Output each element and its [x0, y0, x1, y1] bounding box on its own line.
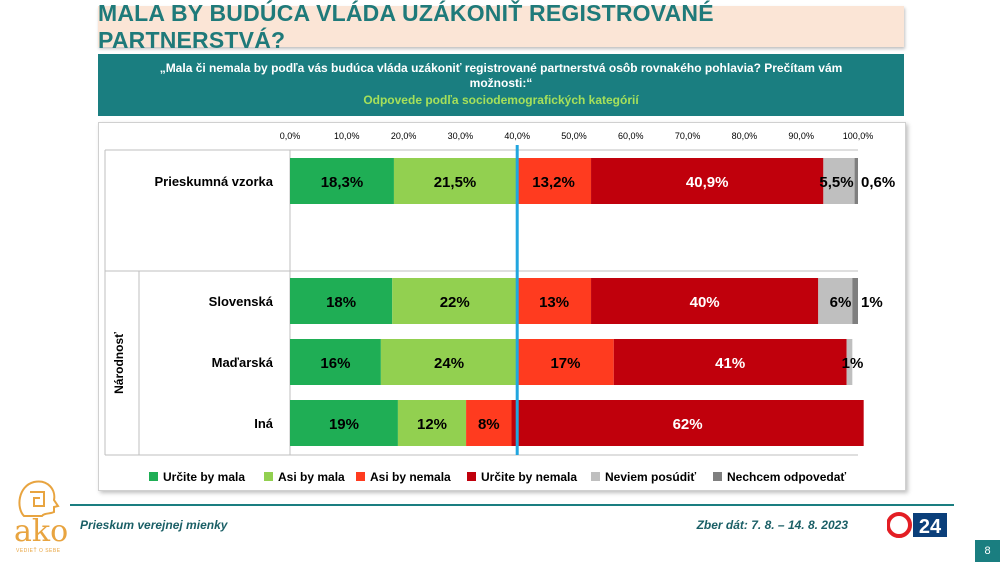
bar-segment: [393, 158, 517, 204]
bar-segment: [852, 278, 858, 324]
chart-panel: 0,0% 10,0% 20,0% 30,0% 40,0% 50,0% 60,0% 70,0% 8…: [98, 122, 906, 491]
data-label: 0,6%: [861, 174, 895, 191]
brand-24-logo: 24: [886, 511, 949, 539]
x-tick-label: 100,0%: [843, 131, 874, 141]
legend-swatch: [467, 472, 476, 481]
data-label: 41%: [715, 355, 745, 372]
bar-segment: [290, 400, 398, 446]
data-label: 1%: [842, 355, 864, 372]
data-label: 40%: [690, 294, 720, 311]
question-banner: „Mala či nemala by podľa vás budúca vlád…: [98, 54, 904, 116]
data-label: 8%: [478, 416, 500, 433]
bar-segment: [511, 400, 864, 446]
question-subtitle: Odpovede podľa sociodemografických kateg…: [363, 93, 639, 107]
x-tick-label: 80,0%: [732, 131, 758, 141]
bar-segment: [591, 158, 824, 204]
bar-segment: [517, 339, 614, 385]
legend-label: Nechcem odpovedať: [727, 470, 846, 484]
legend-swatch: [591, 472, 600, 481]
data-label: 5,5%: [819, 174, 853, 191]
legend-label: Neviem posúdiť: [605, 470, 696, 484]
question-text: „Mala či nemala by podľa vás budúca vlád…: [159, 61, 843, 90]
x-tick-label: 60,0%: [618, 131, 644, 141]
ako-logo-tagline: VEDIEŤ O SEBE: [16, 548, 61, 554]
page-title: MALA BY BUDÚCA VLÁDA UZÁKONIŤ REGISTROVA…: [98, 0, 714, 53]
category-label: Maďarská: [212, 355, 274, 370]
data-label: 16%: [320, 355, 350, 372]
page-number: 8: [975, 540, 1000, 562]
legend-label: Určite by nemala: [481, 470, 577, 484]
x-tick-label: 20,0%: [391, 131, 417, 141]
brand-24-text: 24: [919, 516, 942, 538]
x-tick-label: 0,0%: [280, 131, 301, 141]
x-tick-label: 50,0%: [561, 131, 587, 141]
bar-segment: [854, 158, 858, 204]
data-label: 13,2%: [532, 174, 575, 191]
legend-swatch: [713, 472, 722, 481]
data-label: 19%: [329, 416, 359, 433]
footer-date: Zber dát: 7. 8. – 14. 8. 2023: [696, 518, 848, 532]
legend-swatch: [264, 472, 273, 481]
legend-label: Asi by mala: [278, 470, 345, 484]
data-label: 12%: [417, 416, 447, 433]
category-label: Iná: [254, 416, 274, 431]
category-label: Slovenská: [209, 294, 274, 309]
bar-segment: [823, 158, 855, 204]
data-label: 18%: [326, 294, 356, 311]
bar-segment: [392, 278, 518, 324]
bar-segment: [613, 339, 847, 385]
brand-box-icon: [913, 513, 947, 537]
stacked-bar-chart: 0,0% 10,0% 20,0% 30,0% 40,0% 50,0% 60,0% 70,0% 8…: [104, 131, 895, 484]
footer-survey-label: Prieskum verejnej mienky: [80, 518, 228, 532]
legend-label: Určite by mala: [163, 470, 245, 484]
x-tick-label: 30,0%: [448, 131, 474, 141]
data-label: 40,9%: [686, 174, 729, 191]
bar-segment: [397, 400, 467, 446]
bar-segment: [290, 278, 393, 324]
data-label: 13%: [539, 294, 569, 311]
x-tick-label: 70,0%: [675, 131, 701, 141]
x-tick-label: 10,0%: [334, 131, 360, 141]
data-label: 1%: [861, 294, 883, 311]
data-label: 6%: [830, 294, 852, 311]
bar-segment: [380, 339, 518, 385]
data-label: 62%: [673, 416, 703, 433]
brand-circle-icon: [886, 512, 912, 538]
data-label: 21,5%: [434, 174, 477, 191]
data-label: 18,3%: [321, 174, 364, 191]
x-tick-label: 40,0%: [504, 131, 530, 141]
bar-segment: [290, 339, 381, 385]
ako-logo-text: ako: [14, 514, 69, 549]
legend-swatch: [149, 472, 158, 481]
bar-segment: [517, 278, 592, 324]
legend-swatch: [356, 472, 365, 481]
x-tick-label: 90,0%: [788, 131, 814, 141]
bar-segment: [818, 278, 853, 324]
bar-segment: [516, 158, 592, 204]
ako-head-icon: [18, 480, 60, 517]
data-label: 24%: [434, 355, 464, 372]
bar-segment: [591, 278, 819, 324]
bar-segment: [846, 339, 853, 385]
legend-label: Asi by nemala: [370, 470, 451, 484]
data-label: 22%: [440, 294, 470, 311]
group-label: Národnosť: [112, 332, 126, 394]
title-banner: MALA BY BUDÚCA VLÁDA UZÁKONIŤ REGISTROVA…: [98, 0, 904, 53]
data-label: 17%: [550, 355, 580, 372]
bar-segment: [466, 400, 512, 446]
footer-divider: [70, 504, 954, 506]
category-label: Prieskumná vzorka: [154, 174, 273, 189]
bar-segment: [290, 158, 394, 204]
ako-logo: [10, 478, 70, 558]
